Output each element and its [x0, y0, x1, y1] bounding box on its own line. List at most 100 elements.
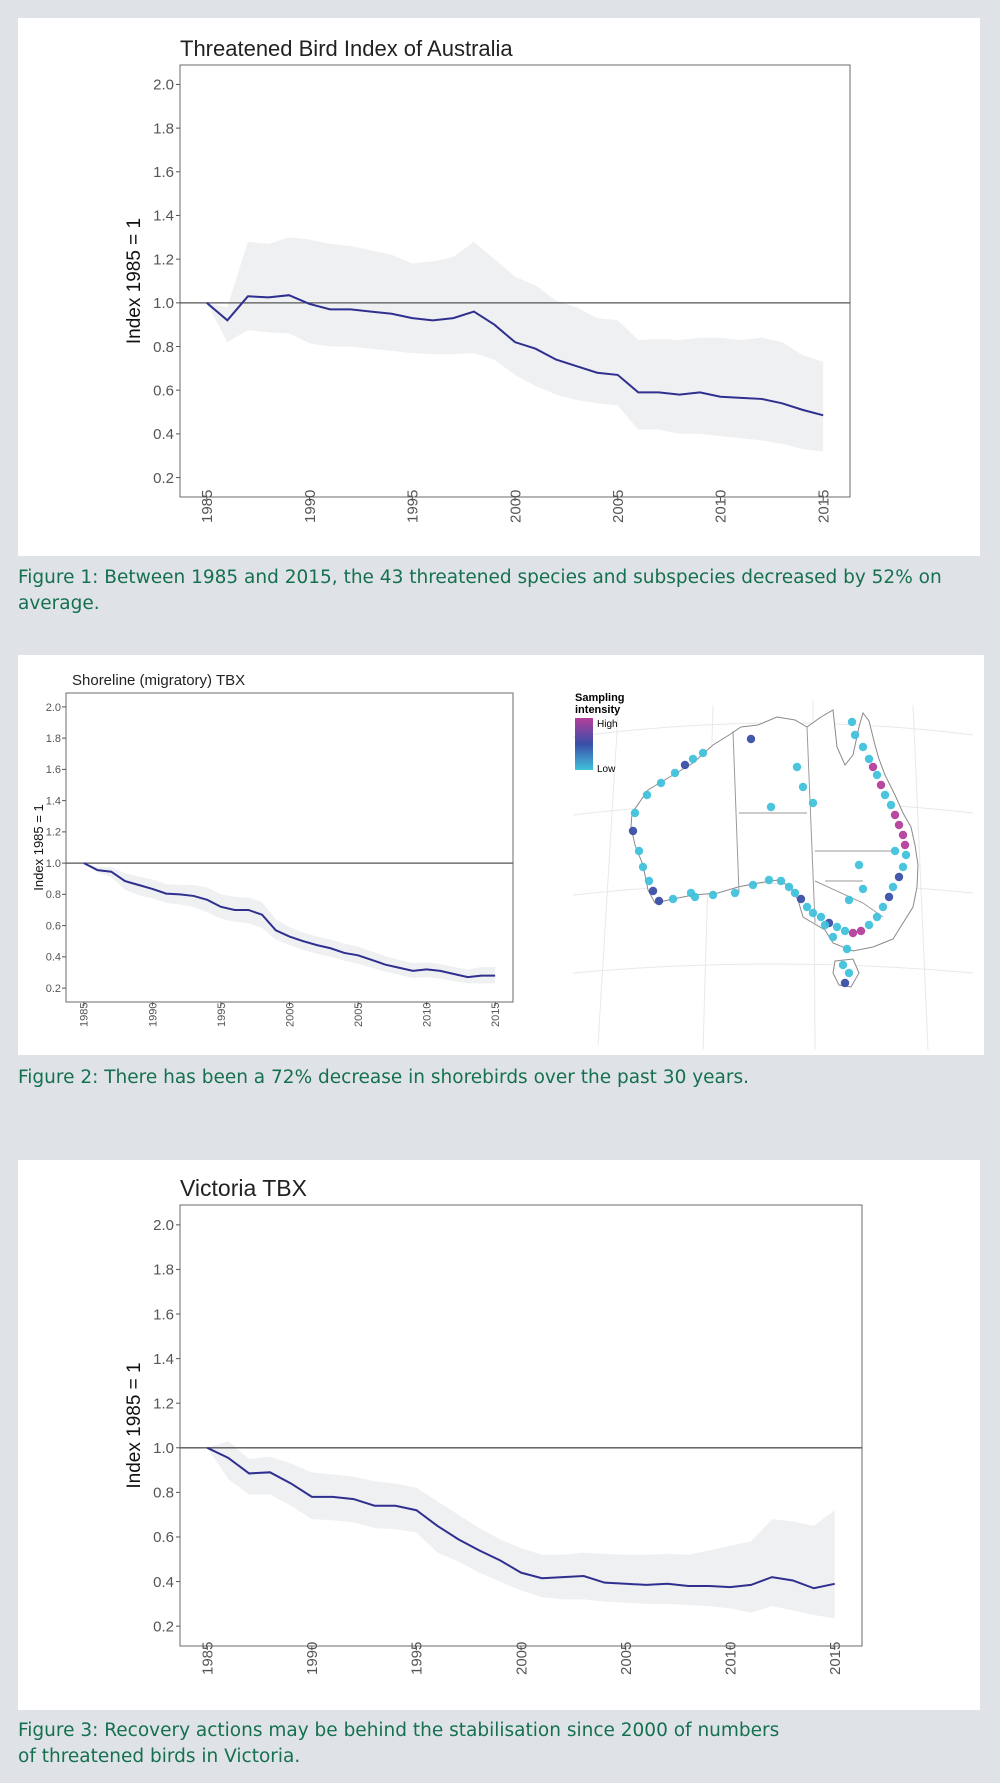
map-point — [890, 846, 900, 856]
map-point — [901, 850, 911, 860]
legend-color-bar — [575, 718, 593, 770]
map-point — [816, 912, 826, 922]
map-point — [850, 730, 860, 740]
y-tick-label: 1.4 — [153, 1351, 174, 1368]
figure-2-panel: Shoreline (migratory) TBX 0.2 0.4 0.6 0.8 1.0… — [18, 655, 984, 1055]
map-point — [832, 922, 842, 932]
map-point — [858, 742, 868, 752]
map-point — [864, 920, 874, 930]
y-tick-label: 0.6 — [46, 920, 61, 932]
map-point — [858, 884, 868, 894]
figure-3-panel: Victoria TBX 0.2 0.4 0.6 0.8 1.0 1.2 1.4 1.6 1.8 2… — [18, 1160, 980, 1710]
map-point — [878, 902, 888, 912]
map-point — [848, 928, 858, 938]
map-point — [688, 754, 698, 764]
x-tick-label: 1985 — [79, 1003, 91, 1027]
y-tick-label: 1.0 — [153, 1440, 174, 1457]
map-point — [884, 892, 894, 902]
y-tick-label: 1.0 — [153, 295, 174, 312]
map-legend: Sampling intensity High Low — [575, 692, 625, 775]
confidence-band — [207, 1441, 835, 1619]
figure-3-caption: Figure 3: Recovery actions may be behind… — [18, 1720, 780, 1767]
legend-high-label: High — [597, 719, 618, 730]
series-line — [206, 1446, 835, 1590]
sampling-intensity-map: Sampling intensity High Low — [572, 692, 974, 1051]
map-point — [790, 888, 800, 898]
y-tick-label: 1.8 — [153, 1262, 174, 1279]
x-tick-label: 1990 — [147, 1003, 159, 1027]
map-point — [840, 978, 850, 988]
y-tick-label: 1.2 — [46, 827, 61, 839]
x-tick-label: 1985 — [199, 490, 216, 523]
australia-outline — [630, 709, 919, 952]
figure-1-panel: Threatened Bird Index of Australia 0.2 0.4… — [18, 18, 980, 556]
y-tick-label: 0.8 — [46, 889, 61, 901]
threatened-bird-index-chart: Threatened Bird Index of Australia 0.2 0.4… — [124, 36, 851, 523]
y-tick-label: 0.6 — [153, 1529, 174, 1546]
map-point — [638, 862, 648, 872]
map-point — [828, 932, 838, 942]
map-point — [634, 846, 644, 856]
y-tick-label: 0.2 — [153, 470, 174, 487]
map-point — [680, 760, 690, 770]
y-tick-label: 2.0 — [46, 702, 61, 714]
y-tick-label: 1.8 — [153, 120, 174, 137]
map-point — [872, 770, 882, 780]
map-point — [748, 880, 758, 890]
y-tick-label: 1.0 — [46, 858, 61, 870]
x-tick-label: 2000 — [507, 490, 524, 523]
legend-low-label: Low — [597, 764, 616, 775]
map-point — [872, 912, 882, 922]
y-tick-label: 2.0 — [153, 1217, 174, 1234]
x-tick-label: 1995 — [216, 1003, 228, 1027]
map-point — [838, 960, 848, 970]
map-point — [766, 802, 776, 812]
map-point — [628, 826, 638, 836]
map-point — [776, 876, 786, 886]
y-tick-label: 1.6 — [153, 164, 174, 181]
y-tick-label: 0.2 — [46, 983, 61, 995]
map-point — [784, 882, 794, 892]
x-tick-label: 2000 — [284, 1003, 296, 1027]
map-point — [820, 920, 830, 930]
y-tick-label: 1.2 — [153, 1395, 174, 1412]
x-tick-label: 2000 — [513, 1642, 530, 1675]
x-tick-label: 2015 — [815, 490, 832, 523]
series-line — [206, 294, 824, 417]
x-tick-label: 1985 — [200, 1642, 217, 1675]
chart-title: Threatened Bird Index of Australia — [180, 36, 513, 61]
chart-title: Victoria TBX — [180, 1175, 307, 1201]
x-tick-label: 1995 — [409, 1642, 426, 1675]
confidence-band — [83, 863, 496, 984]
map-point — [798, 782, 808, 792]
map-point — [686, 888, 696, 898]
y-axis-label: Index 1985 = 1 — [31, 804, 46, 890]
y-tick-label: 1.4 — [46, 795, 61, 807]
x-tick-label: 2015 — [827, 1642, 844, 1675]
map-point — [698, 748, 708, 758]
map-point — [844, 968, 854, 978]
map-point — [630, 808, 640, 818]
map-point — [894, 820, 904, 830]
map-point — [856, 926, 866, 936]
y-tick-label: 1.4 — [153, 208, 174, 225]
map-point — [886, 800, 896, 810]
map-point — [808, 908, 818, 918]
map-point — [802, 902, 812, 912]
y-tick-label: 1.6 — [153, 1306, 174, 1323]
map-point — [642, 790, 652, 800]
x-tick-label: 2005 — [618, 1642, 635, 1675]
y-tick-label: 0.4 — [153, 426, 174, 443]
figure-2-caption: Figure 2: There has been a 72% decrease … — [18, 1067, 750, 1088]
map-point — [808, 798, 818, 808]
map-point — [868, 762, 878, 772]
map-point — [876, 780, 886, 790]
state-borders — [732, 726, 893, 924]
x-tick-label: 1995 — [405, 490, 422, 523]
map-point — [898, 862, 908, 872]
map-point — [844, 895, 854, 905]
map-point — [730, 888, 740, 898]
x-tick-label: 2005 — [353, 1003, 365, 1027]
y-tick-label: 0.8 — [153, 1485, 174, 1502]
map-point — [888, 882, 898, 892]
